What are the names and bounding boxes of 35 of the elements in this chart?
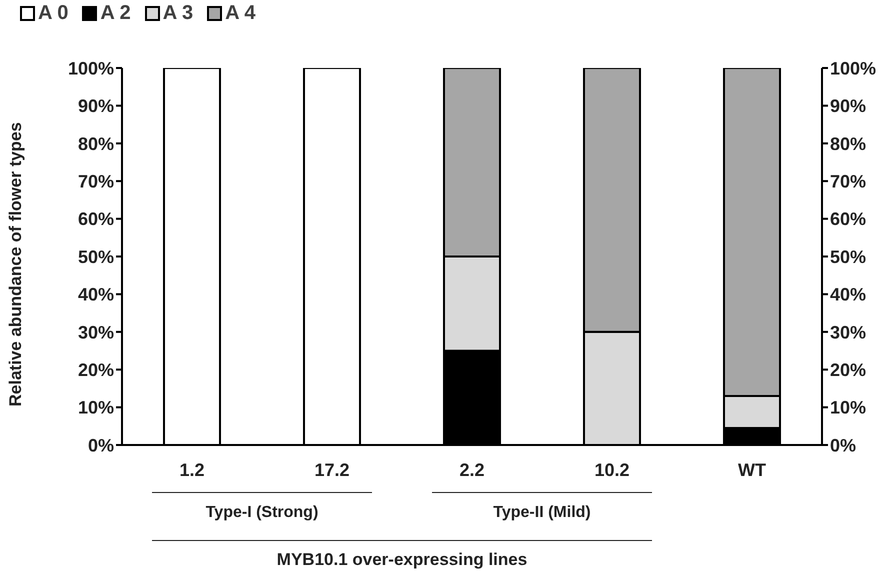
x-tick-label: 1.2 (179, 460, 205, 480)
y-tick-label: 80% (78, 134, 114, 154)
y-tick-label: 60% (78, 209, 114, 230)
y2-tick-label: 80% (830, 134, 866, 154)
y2-tick-label: 50% (830, 246, 866, 267)
x-tick-label: 10.2 (594, 460, 630, 480)
y-tick-label: 40% (78, 284, 114, 305)
y-tick-label: 90% (78, 96, 114, 116)
legend-label: A 3 (162, 2, 194, 25)
x-tick-label: WT (738, 460, 766, 480)
y2-tick-label: 20% (830, 360, 866, 380)
y2-tick-label: 30% (830, 322, 866, 342)
y2-tick-label: 90% (830, 96, 866, 116)
y-tick-label: 0% (88, 435, 114, 456)
text: Type-II (Mild) (492, 504, 592, 522)
x-tick-label: 17.2 (314, 460, 350, 480)
y2-tick-label: 100% (830, 58, 876, 78)
y-tick-label: 50% (78, 246, 114, 267)
y-tick-label: 30% (78, 322, 114, 342)
text: Type-I (Strong) (204, 504, 320, 522)
y-tick-label: 70% (78, 171, 114, 192)
y2-tick-label: 60% (830, 209, 866, 230)
y2-tick-label: 40% (830, 284, 866, 305)
x-tick-label: 2.2 (459, 460, 485, 480)
y-tick-label: 100% (68, 58, 114, 78)
legend-label: A 4 (224, 2, 256, 25)
x-axis-title: MYB10.1 over-expressing lines (276, 550, 528, 570)
legend-label: A 2 (99, 2, 131, 25)
y2-tick-label: 10% (830, 398, 866, 418)
y-axis-title: Relative abundance of flower types (6, 122, 26, 406)
y-tick-label: 10% (78, 398, 114, 418)
y2-tick-label: 0% (830, 435, 856, 456)
y2-tick-label: 70% (830, 171, 866, 192)
legend-label: A 0 (37, 2, 68, 25)
y-tick-label: 20% (78, 360, 114, 380)
